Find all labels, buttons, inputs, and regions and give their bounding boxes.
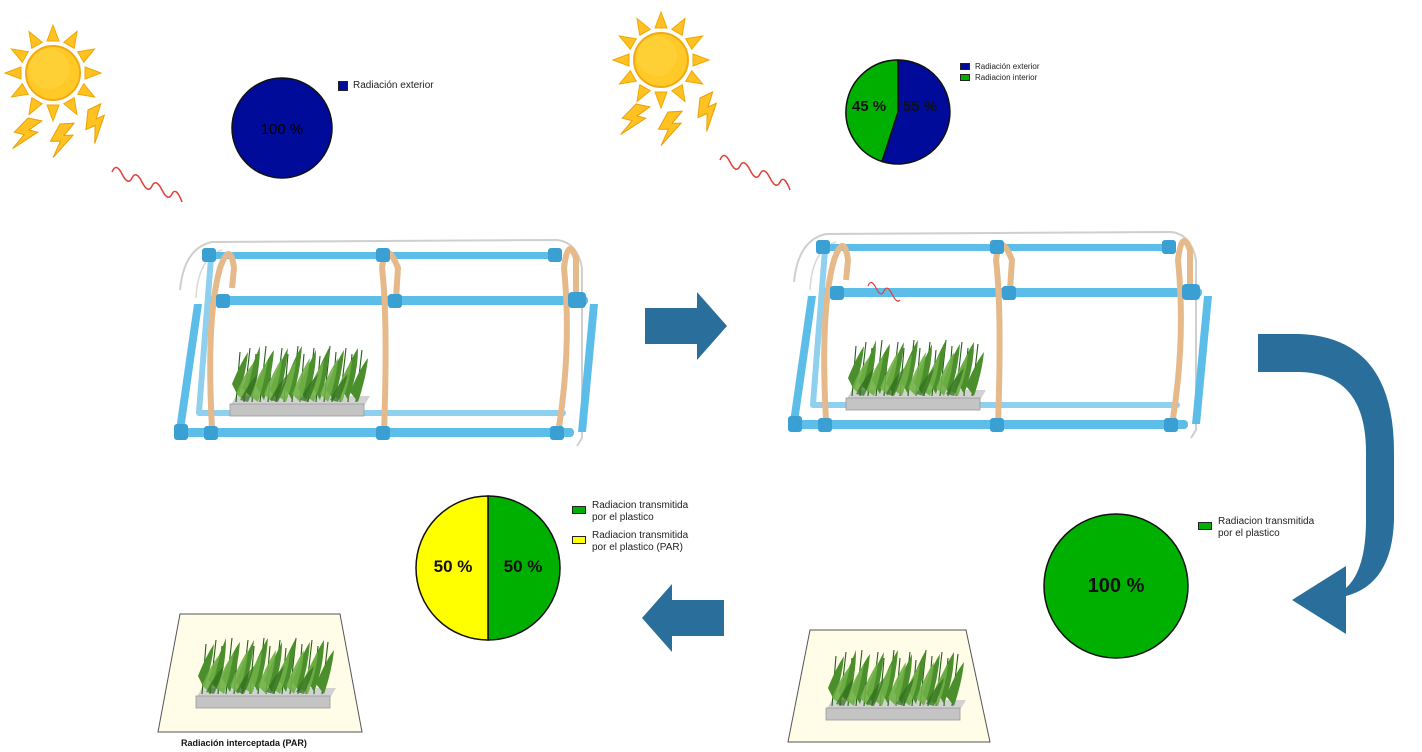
lightning-icon [616, 91, 725, 148]
legend-exterior: Radiación exterior [338, 80, 434, 91]
radiation-wave-icon [111, 166, 183, 203]
legend-label: Radiación exterior [975, 62, 1040, 71]
legend-split-exterior: Radiación exterior [960, 62, 1039, 71]
legend-swatch-exterior [960, 63, 970, 70]
legend-swatch-transmitted [572, 506, 586, 514]
sun-icon [612, 11, 710, 109]
sun-icon [4, 24, 103, 122]
radiation-wave-icon [867, 281, 901, 302]
legend-par-par: Radiacion transmitida por el plastico (P… [572, 530, 688, 554]
pie-transmitted-label: 100 % [1088, 575, 1145, 597]
legend-swatch-exterior [338, 81, 348, 91]
legend-transmitted: Radiacion transmitida por el plastico [1198, 516, 1314, 540]
legend-label: Radiacion transmitida por el plastico [1218, 516, 1315, 539]
pie-par-label-par: 50 % [434, 557, 473, 576]
pie-par-label-transmitted: 50 % [504, 557, 543, 576]
pie-split: 45 % 55 % [845, 59, 951, 165]
pie-transmitted: 100 % [1043, 513, 1189, 659]
legend-swatch-par [572, 536, 586, 544]
legend-swatch-transmitted [1198, 522, 1212, 530]
legend-label: Radiacion transmitida por el plastico (P… [592, 530, 689, 553]
pie-exterior: 100 % [231, 77, 333, 179]
plant-tray-icon [229, 345, 371, 417]
caption-par: Radiación interceptada (PAR) [181, 738, 307, 748]
flow-arrow-icon [645, 292, 727, 360]
legend-par-transmitted: Radiacion transmitida por el plastico [572, 500, 688, 524]
pie-exterior-label: 100 % [261, 121, 304, 138]
legend-label: Radiacion interior [975, 73, 1038, 82]
legend-label: Radiación exterior [353, 80, 434, 91]
flow-arrow-icon [1258, 334, 1394, 634]
pie-split-label-interior: 45 % [852, 98, 886, 115]
pie-par: 50 % 50 % [415, 495, 561, 641]
lightning-icon [8, 103, 113, 160]
legend-label: Radiacion transmitida por el plastico [592, 500, 689, 523]
legend-swatch-interior [960, 74, 970, 81]
pie-split-label-exterior: 55 % [903, 98, 937, 115]
plant-tray-icon [845, 339, 987, 411]
flow-arrow-icon [642, 584, 724, 652]
radiation-wave-icon [719, 154, 791, 191]
legend-split-interior: Radiacion interior [960, 73, 1037, 82]
